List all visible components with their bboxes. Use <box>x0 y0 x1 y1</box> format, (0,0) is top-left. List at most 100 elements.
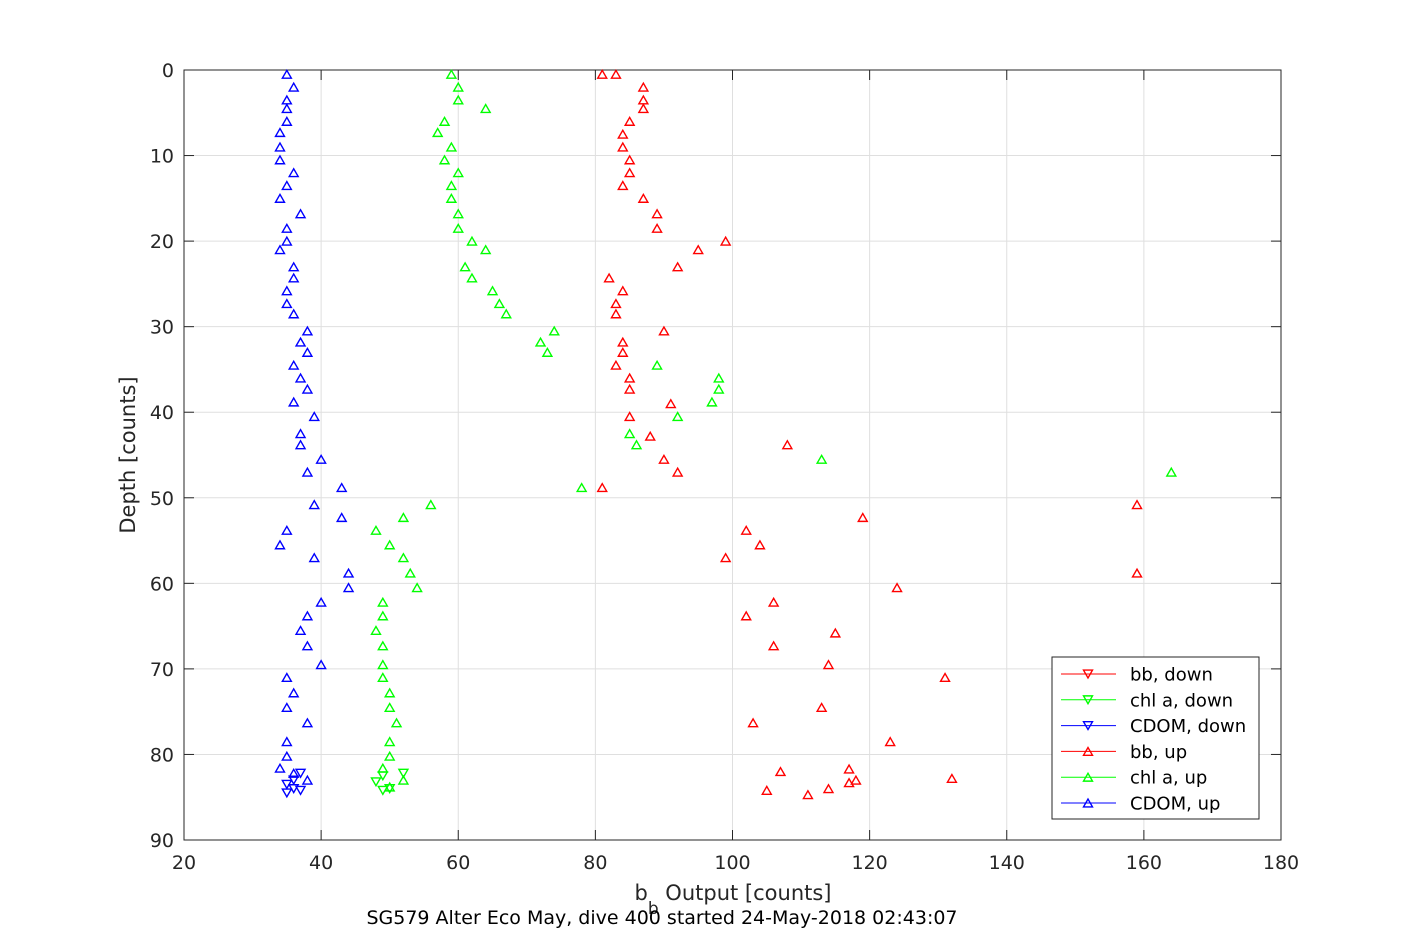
y-tick-label: 40 <box>150 402 174 424</box>
data-point <box>294 768 307 779</box>
data-point <box>445 193 458 203</box>
data-point <box>370 524 382 535</box>
data-point <box>466 235 478 246</box>
data-point <box>287 687 300 698</box>
data-point <box>370 625 382 636</box>
data-point <box>335 482 348 493</box>
data-point <box>610 308 622 319</box>
data-point <box>610 359 622 370</box>
data-point <box>767 596 780 607</box>
data-point <box>383 784 396 794</box>
data-point <box>377 596 389 607</box>
data-point <box>274 127 286 138</box>
data-point <box>479 103 492 114</box>
data-point <box>486 285 499 296</box>
y-axis-ticks: 0 10 20 30 40 50 60 70 80 90 <box>150 60 1281 852</box>
data-point <box>829 627 842 638</box>
data-point <box>383 687 396 698</box>
data-point <box>617 347 629 357</box>
data-point <box>665 398 677 409</box>
data-point <box>397 512 410 523</box>
data-point <box>287 308 300 319</box>
data-point <box>822 783 835 794</box>
data-point <box>651 359 663 370</box>
data-point <box>281 736 293 747</box>
data-point <box>623 428 636 439</box>
legend-label: chl a, up <box>1130 768 1207 789</box>
data-point <box>377 672 389 683</box>
data-point <box>637 193 650 203</box>
data-point <box>274 244 286 255</box>
data-point <box>445 68 458 79</box>
data-point <box>287 396 300 407</box>
data-point <box>411 582 423 593</box>
data-point <box>397 774 410 785</box>
data-point <box>335 512 348 523</box>
data-point <box>671 261 684 272</box>
data-point <box>438 154 451 165</box>
chart-title: SG579 Alter Eco May, dive 400 started 24… <box>366 907 957 929</box>
data-point <box>884 736 896 747</box>
data-point <box>315 659 327 670</box>
x-tick-label: 40 <box>309 852 333 874</box>
legend-label: bb, down <box>1130 665 1213 686</box>
data-point <box>294 439 307 450</box>
x-axis-label-subscript: b <box>648 899 659 919</box>
x-tick-label: 120 <box>851 852 887 874</box>
data-point <box>651 222 663 233</box>
legend-marker <box>1082 771 1094 782</box>
series-5 <box>274 68 355 785</box>
data-point <box>342 582 355 593</box>
data-point <box>390 717 403 728</box>
data-point <box>740 610 752 621</box>
data-point <box>370 777 382 788</box>
data-point <box>541 347 554 357</box>
data-point <box>1131 499 1143 510</box>
data-point <box>706 396 718 407</box>
y-tick-label: 80 <box>150 744 174 766</box>
legend-label: CDOM, up <box>1130 794 1220 815</box>
series-4 <box>370 68 1178 792</box>
data-point <box>377 610 389 621</box>
y-tick-label: 0 <box>162 60 174 82</box>
data-point <box>479 244 492 255</box>
data-point <box>452 94 464 105</box>
legend: bb, down chl a, down CDOM, down bb, up chl a… <box>1051 656 1260 820</box>
data-point <box>383 539 396 550</box>
data-point <box>781 439 794 450</box>
legend-marker <box>1082 669 1094 680</box>
data-point <box>548 325 560 336</box>
data-point <box>308 499 320 510</box>
data-point <box>630 439 643 450</box>
data-point <box>713 372 725 383</box>
x-axis-label-main: b <box>634 881 647 905</box>
data-point <box>377 640 389 651</box>
data-point <box>294 336 307 347</box>
data-point <box>301 717 314 728</box>
data-point <box>843 777 855 788</box>
data-point <box>617 285 629 296</box>
data-point <box>719 552 732 563</box>
data-point <box>452 208 464 219</box>
data-point <box>617 128 629 139</box>
data-point <box>301 640 314 651</box>
legend-marker <box>1082 746 1094 757</box>
data-point <box>377 762 389 773</box>
data-point <box>617 141 629 152</box>
data-point <box>815 702 828 713</box>
data-point <box>603 272 615 283</box>
data-point <box>383 781 396 792</box>
data-point <box>281 524 293 535</box>
x-axis-ticks: 20 40 60 80 100 120 140 160 180 <box>172 70 1299 874</box>
data-point <box>281 116 293 126</box>
legend-box <box>1051 656 1260 820</box>
data-point <box>692 244 704 255</box>
data-point <box>287 359 300 370</box>
data-point <box>281 68 293 79</box>
data-point <box>274 154 286 165</box>
data-point <box>843 763 855 774</box>
data-point <box>281 180 293 191</box>
data-point <box>1131 567 1143 578</box>
x-axis-label-rest: Output [counts] <box>659 881 832 905</box>
